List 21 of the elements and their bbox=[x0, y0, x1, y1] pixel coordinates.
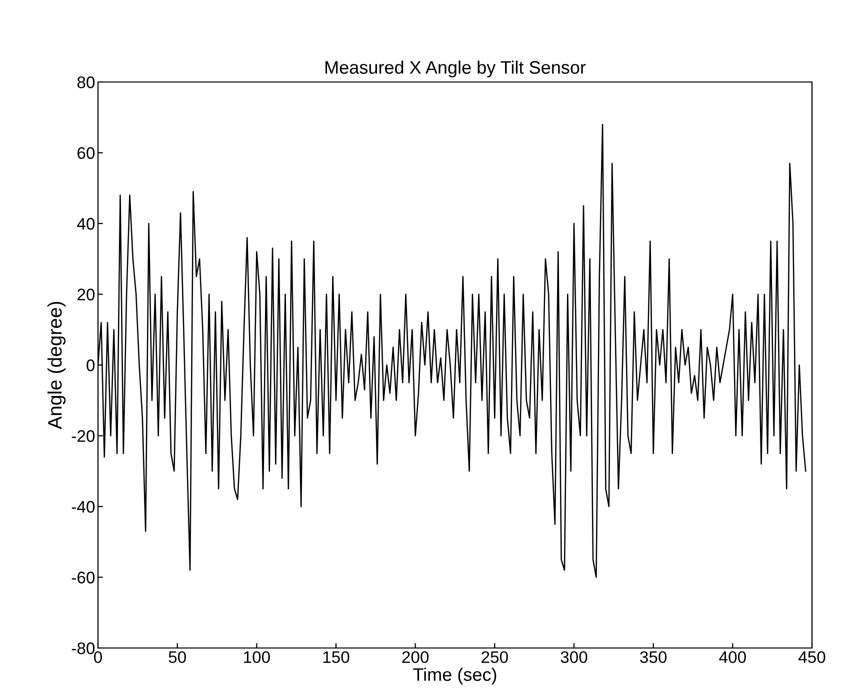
y-tick-label: 20 bbox=[78, 288, 95, 300]
x-tick-label: 200 bbox=[402, 651, 429, 664]
x-tick-label: 400 bbox=[719, 651, 746, 664]
x-axis-title: Time (sec) bbox=[413, 668, 496, 685]
y-tick-label: 60 bbox=[78, 147, 95, 159]
y-tick-label: 0 bbox=[86, 359, 95, 372]
y-tick-label: -60 bbox=[72, 572, 95, 584]
x-tick-label: 350 bbox=[640, 651, 667, 664]
x-tick-label: 100 bbox=[244, 651, 270, 664]
y-tick-label: 80 bbox=[77, 76, 95, 88]
x-tick-label: 300 bbox=[560, 651, 588, 664]
y-tick-label: 40 bbox=[77, 218, 95, 230]
x-tick-label: 250 bbox=[482, 651, 508, 664]
chart-title: Measured X Angle by Tilt Sensor bbox=[326, 60, 586, 78]
x-tick-label: 50 bbox=[168, 651, 186, 664]
y-axis-title: Angle (degree) bbox=[47, 302, 66, 430]
x-tick-label: 450 bbox=[798, 651, 826, 664]
x-tick-label: 150 bbox=[323, 651, 350, 664]
y-tick-label: -20 bbox=[72, 430, 95, 442]
y-tick-label: -80 bbox=[72, 642, 95, 654]
y-tick-label: -40 bbox=[72, 500, 95, 513]
